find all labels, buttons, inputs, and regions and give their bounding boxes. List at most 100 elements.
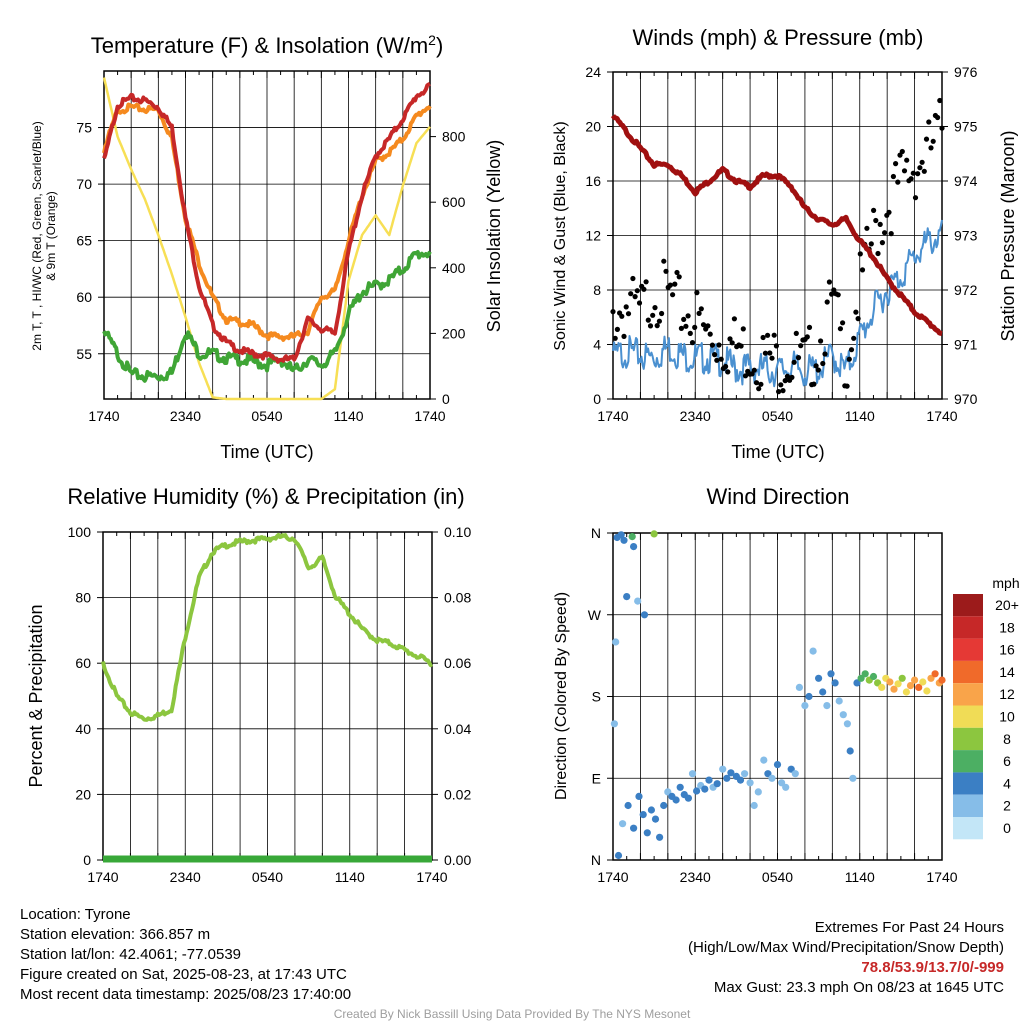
- direction-point: [612, 638, 620, 646]
- gust-point: [659, 310, 665, 317]
- direction-point: [846, 747, 854, 755]
- legend-swatch: [953, 705, 983, 728]
- chart-title: Temperature (F) & Insolation (W/m2): [91, 32, 444, 58]
- x-tick-label: 2340: [170, 408, 201, 424]
- recent-data-text: Most recent data timestamp: 2025/08/23 1…: [20, 986, 352, 1003]
- direction-point: [801, 702, 809, 710]
- y-tick-label: 24: [585, 64, 601, 80]
- latlon-text: Station lat/lon: 42.4061; -77.0539: [20, 946, 242, 963]
- x-axis-label: Time (UTC): [731, 442, 824, 462]
- y-tick-label: 60: [76, 289, 92, 305]
- legend-label: 14: [999, 664, 1015, 680]
- gust-point: [718, 356, 724, 362]
- legend-swatch: [953, 750, 983, 773]
- y-tick-label-right: 974: [954, 173, 978, 189]
- pressure-line: [610, 114, 944, 336]
- direction-point: [886, 678, 894, 686]
- chart-title: Winds (mph) & Pressure (mb): [633, 25, 924, 50]
- gust-point: [683, 323, 689, 329]
- dewpoint-line: [102, 250, 432, 383]
- y-tick-label: 0: [83, 852, 91, 868]
- direction-point: [931, 670, 939, 678]
- gust-point: [778, 382, 784, 388]
- gust-point: [864, 225, 870, 231]
- gust-points: [610, 97, 945, 395]
- legend-label: 6: [1003, 753, 1011, 769]
- y-tick-label-right: 972: [954, 282, 978, 298]
- gust-point: [645, 317, 651, 323]
- y-tick-label: 20: [585, 119, 601, 135]
- x-tick-label: 0540: [251, 408, 282, 424]
- y-tick-label-right: 0.10: [444, 524, 471, 540]
- y-tick-label-right: 975: [954, 119, 978, 135]
- direction-point: [723, 774, 731, 782]
- direction-point: [809, 647, 817, 655]
- legend-label: 18: [999, 619, 1015, 635]
- direction-point: [610, 720, 619, 728]
- gust-point: [835, 292, 841, 298]
- x-tick-label: 1740: [88, 408, 119, 424]
- gust-point: [692, 324, 698, 330]
- gust-point: [853, 309, 859, 315]
- gust-point: [738, 343, 744, 349]
- gust-point: [837, 326, 844, 332]
- direction-point: [619, 820, 627, 828]
- direction-point: [754, 788, 762, 796]
- direction-point: [647, 806, 656, 814]
- gust-point: [612, 335, 618, 341]
- y-tick-label-right: 0.00: [444, 852, 471, 868]
- direction-point: [688, 770, 697, 778]
- gust-point: [614, 326, 621, 332]
- x-tick-label: 0540: [762, 869, 793, 885]
- y-axis-label: Direction (Colored By Speed): [553, 592, 570, 800]
- direction-point: [684, 794, 693, 802]
- legend-swatch: [953, 616, 983, 639]
- y-tick-label-right: 976: [954, 64, 978, 80]
- legend-label: 16: [999, 642, 1015, 658]
- y-axis-label: Sonic Wind & Gust (Blue, Black): [552, 121, 569, 350]
- gust-point: [895, 179, 901, 185]
- direction-point: [736, 776, 745, 784]
- direction-point: [938, 676, 946, 684]
- x-tick-label: 0540: [252, 869, 283, 885]
- y-tick-label-right: 0.02: [444, 786, 471, 802]
- x-tick-label: 1140: [845, 869, 875, 885]
- y-tick-label-right: 973: [954, 228, 978, 244]
- gust-point: [910, 170, 916, 176]
- relative-humidity-line: [101, 532, 434, 722]
- gust-point: [643, 279, 649, 285]
- gust-point: [628, 291, 634, 297]
- humidity-panel: 1740 2340 0540 1140 17400204060801000.000.02…: [26, 484, 471, 885]
- gust-point: [795, 355, 802, 361]
- sonic-wind-line: [612, 219, 943, 388]
- direction-point: [902, 688, 911, 696]
- y-tick-label-right: 0.04: [444, 721, 471, 737]
- gust-point: [886, 209, 892, 215]
- legend-swatch: [953, 817, 983, 840]
- direction-point: [635, 792, 643, 801]
- x-tick-label: 1140: [335, 869, 365, 885]
- x-tick-label: 1740: [597, 408, 628, 424]
- gust-point: [707, 331, 713, 337]
- direction-point: [727, 769, 735, 777]
- direction-points: [610, 530, 946, 860]
- y-tick-label: N: [591, 852, 601, 868]
- gust-point: [723, 363, 729, 370]
- elevation-text: Station elevation: 366.857 m: [20, 926, 211, 943]
- gust-point: [656, 318, 663, 324]
- gust-point: [820, 360, 826, 367]
- gust-point: [901, 168, 908, 174]
- gust-point: [871, 207, 877, 213]
- gust-point: [760, 334, 766, 341]
- direction-point: [839, 711, 847, 719]
- direction-point: [628, 533, 636, 541]
- y-tick-label: 70: [76, 176, 92, 192]
- direction-point: [630, 824, 638, 832]
- direction-point: [624, 801, 632, 810]
- x-tick-label: 1740: [926, 408, 957, 424]
- gust-point: [868, 241, 874, 247]
- gust-point: [667, 282, 674, 288]
- gust-point: [685, 313, 691, 319]
- gust-point: [890, 173, 897, 180]
